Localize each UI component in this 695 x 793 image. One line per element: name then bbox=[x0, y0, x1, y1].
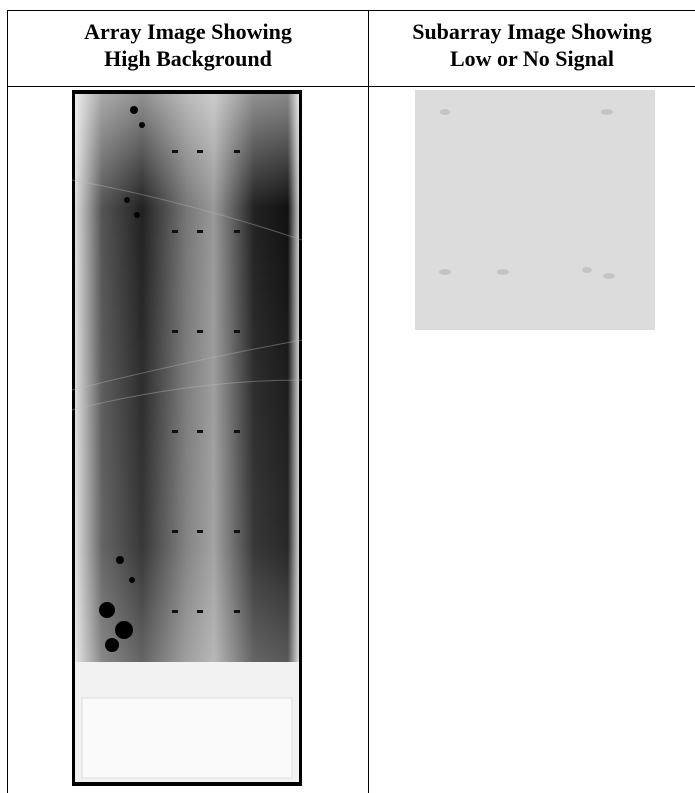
table-header-border bbox=[7, 86, 695, 87]
subarray-image bbox=[415, 90, 655, 330]
table-column-divider bbox=[368, 10, 369, 793]
header-line: Low or No Signal bbox=[449, 46, 614, 71]
header-cell: Subarray Image Showing Low or No Signal bbox=[369, 18, 695, 72]
header-line: Subarray Image Showing bbox=[412, 19, 652, 44]
header-line: High Background bbox=[104, 46, 272, 71]
array-image bbox=[72, 90, 302, 786]
header-cell: Array Image Showing High Background bbox=[8, 18, 368, 72]
table-border-top bbox=[7, 10, 695, 11]
header-line: Array Image Showing bbox=[84, 19, 292, 44]
table-border-left bbox=[7, 10, 8, 793]
